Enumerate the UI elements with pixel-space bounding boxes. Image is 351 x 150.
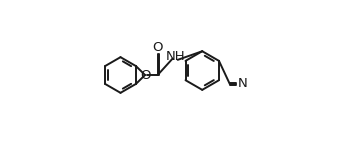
Text: NH: NH <box>165 50 185 63</box>
Text: O: O <box>152 41 163 54</box>
Text: N: N <box>238 77 247 90</box>
Text: O: O <box>140 69 151 82</box>
